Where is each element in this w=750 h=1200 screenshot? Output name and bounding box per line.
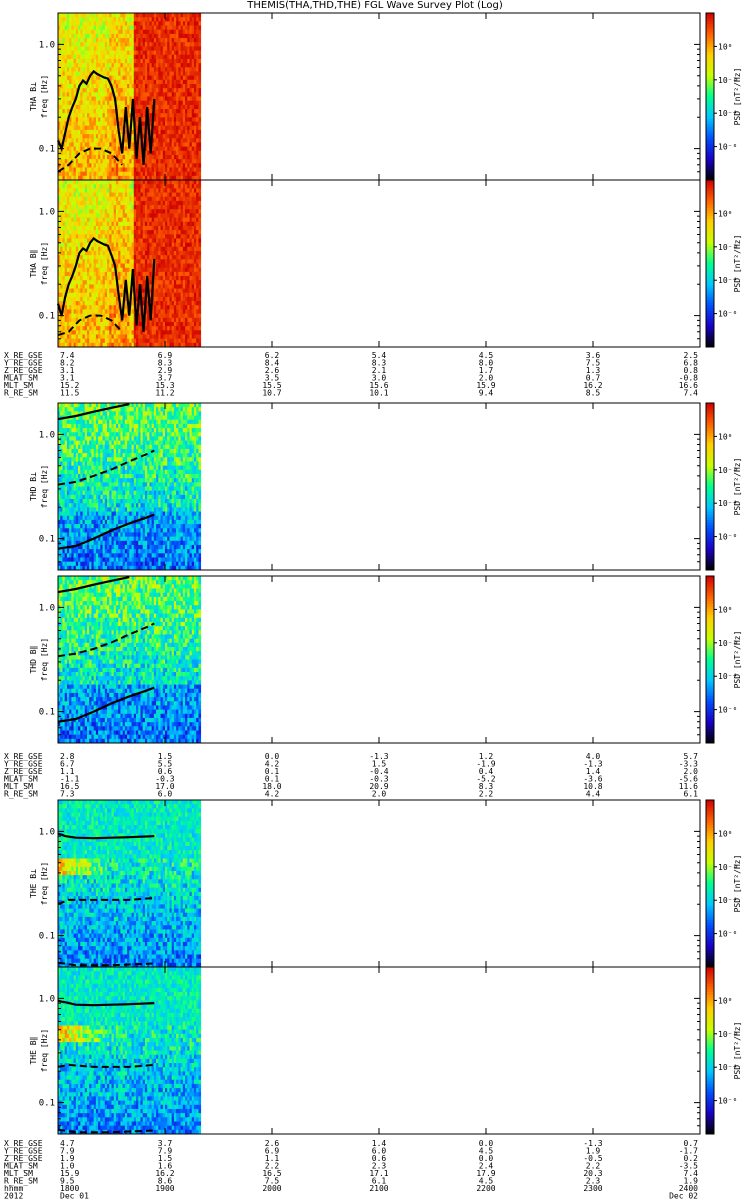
y-tick-label: 1.0 — [39, 40, 55, 50]
colorbar-cell — [706, 149, 714, 152]
spectrogram-cell — [198, 122, 201, 127]
spectrogram-cell — [198, 42, 201, 47]
colorbar-cell — [706, 32, 714, 35]
colorbar-cell — [706, 99, 714, 102]
colorbar-cell — [706, 41, 714, 44]
spectrogram-cell — [198, 34, 201, 39]
colorbar-cell — [706, 108, 714, 111]
colorbar-cell — [706, 133, 714, 136]
spectrogram-cell — [198, 155, 201, 160]
y-tick-label: 0.1 — [39, 145, 55, 155]
spectrogram-cell — [198, 84, 201, 89]
colorbar-cell — [706, 174, 714, 177]
spectrogram-cell — [198, 67, 201, 72]
spectrogram-cell — [198, 172, 201, 177]
spectrogram-cell — [198, 97, 201, 102]
spectrogram-cell — [198, 13, 201, 18]
colorbar-cell — [706, 66, 714, 69]
colorbar-cell — [706, 141, 714, 144]
spectrogram-cell — [198, 51, 201, 56]
spectrogram-cell — [198, 159, 201, 164]
spectrogram-cell — [198, 92, 201, 97]
spectrogram-cell — [198, 101, 201, 106]
spectrogram-cell — [198, 138, 201, 143]
colorbar-cell — [706, 83, 714, 86]
colorbar-cell — [706, 49, 714, 52]
spectrogram-tha-bpar — [58, 180, 201, 347]
spectrogram-cell — [198, 130, 201, 135]
colorbar-cell — [706, 116, 714, 119]
spectrogram-cell — [198, 113, 201, 118]
spectrogram-cell — [198, 71, 201, 76]
spectrogram-cell — [198, 163, 201, 168]
spectrogram-cell — [198, 30, 201, 35]
colorbar-cell — [706, 24, 714, 27]
spectrogram-cell — [198, 21, 201, 26]
colorbar-cell — [706, 124, 714, 127]
spectrogram-cell — [198, 151, 201, 156]
colorbar-cell — [706, 74, 714, 77]
spectrogram-cell — [198, 117, 201, 122]
y-axis-label: THA B⊥ — [29, 82, 38, 111]
colorbar: 10⁰10⁻²10⁻⁴10⁻⁶PSD [nT²/Hz] — [706, 13, 742, 181]
spectrogram-cell — [198, 105, 201, 110]
y-axis-label: freq [Hz] — [40, 75, 49, 118]
spectrogram-cell — [198, 38, 201, 43]
spectrogram-cell — [198, 142, 201, 147]
colorbar-cell — [706, 158, 714, 161]
spectrogram-cell — [198, 55, 201, 60]
spectrogram-cell — [198, 76, 201, 81]
spectrogram-cell — [198, 26, 201, 31]
spectrogram-cell — [198, 46, 201, 51]
colorbar-tick-label: 10⁻⁶ — [718, 143, 737, 152]
spectrogram-cell — [198, 167, 201, 172]
spectrogram-cell — [198, 109, 201, 114]
spectrogram-cell — [198, 80, 201, 85]
spectrogram-cell — [198, 134, 201, 139]
spectrogram-cell — [198, 59, 201, 64]
spectrogram-cell — [198, 17, 201, 22]
panel-tha-bpar: 1.00.1THA B∥ freq [Hz]10⁰10⁻²10⁻⁴10⁻⁶PSD … — [29, 180, 742, 348]
colorbar-cell — [706, 16, 714, 19]
colorbar-tick-label: 10⁰ — [718, 42, 732, 51]
spectrogram-cell — [198, 63, 201, 68]
spectrogram-cell — [198, 147, 201, 152]
spectrogram-cell — [198, 126, 201, 131]
colorbar-label: PSD [nT²/Hz] — [733, 68, 742, 126]
spectrogram-tha-bperp — [58, 13, 201, 180]
spectrogram-cell — [198, 88, 201, 93]
colorbar-cell — [706, 166, 714, 169]
colorbar-cell — [706, 91, 714, 94]
colorbar-cell — [706, 58, 714, 61]
